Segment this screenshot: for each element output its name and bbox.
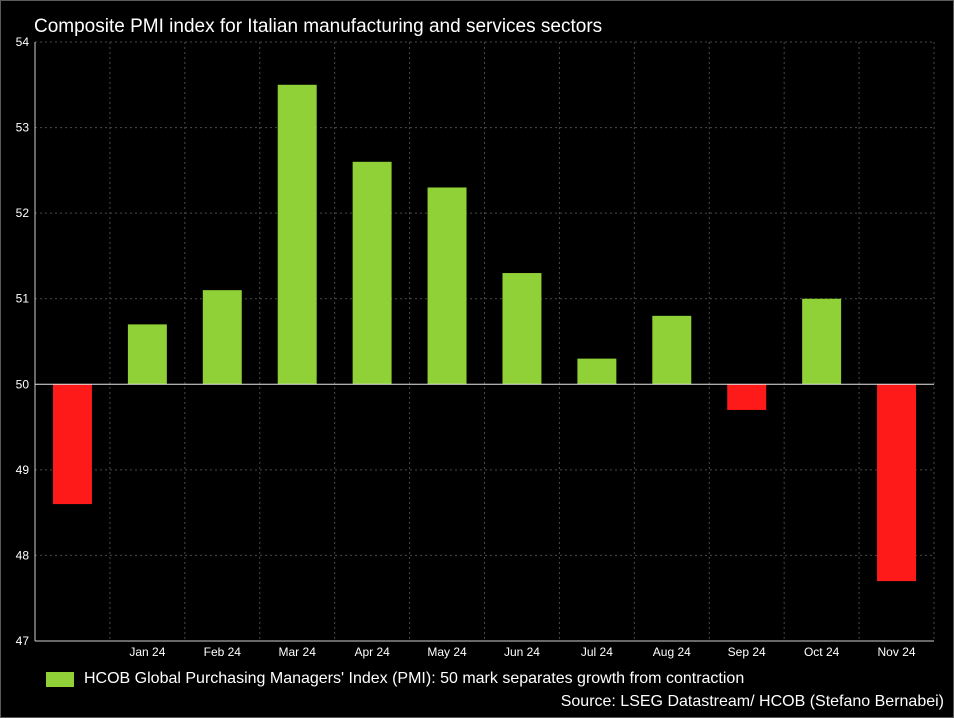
x-tick-labels: Jan 24 Feb 24 Mar 24 Apr 24 May 24 Jun 24 Jul … [129,645,916,659]
x-tick-label: Sep 24 [728,645,766,659]
bar [427,187,467,385]
bar [727,384,767,410]
x-tick-label: Jun 24 [504,645,540,659]
legend: HCOB Global Purchasing Managers' Index (… [46,669,744,689]
x-tick-label: Feb 24 [204,645,242,659]
x-tick-label: Aug 24 [653,645,691,659]
bar [577,358,617,385]
y-tick-label: 49 [16,463,30,477]
bar [802,298,842,385]
x-tick-label: Nov 24 [878,645,916,659]
bar [502,273,542,385]
x-tick-label: Oct 24 [804,645,840,659]
bar [352,161,392,385]
y-tick-label: 50 [16,377,30,391]
y-tick-label: 52 [16,206,30,220]
y-tick-labels: 47 48 49 50 51 52 53 54 [16,35,30,648]
x-tick-label: Jan 24 [129,645,165,659]
bar [202,290,242,385]
bar [877,384,917,582]
y-tick-label: 51 [16,292,30,306]
y-tick-label: 54 [16,35,30,49]
bars [52,84,917,582]
x-tick-label: May 24 [427,645,467,659]
x-tick-label: Apr 24 [354,645,390,659]
legend-label: HCOB Global Purchasing Managers' Index (… [84,670,745,687]
y-tick-label: 53 [16,121,30,135]
x-tick-label: Mar 24 [279,645,317,659]
grid-lines [35,41,935,642]
bar [652,315,692,385]
bar [52,384,92,505]
y-tick-label: 47 [16,634,30,648]
legend-swatch [46,671,74,687]
source-note: Source: LSEG Datastream/ HCOB (Stefano B… [560,693,944,710]
chart-title: Composite PMI index for Italian manufact… [34,16,603,37]
y-tick-label: 48 [16,548,30,562]
bar [277,84,317,385]
x-tick-label: Jul 24 [581,645,613,659]
axes [34,42,934,642]
bar [127,324,167,385]
